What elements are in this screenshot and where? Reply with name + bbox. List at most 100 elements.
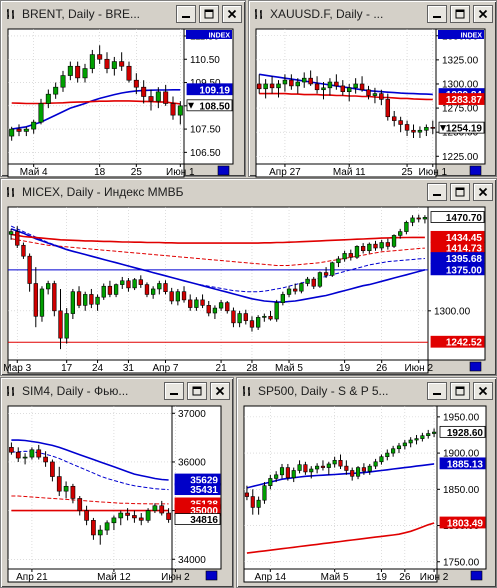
candle-body bbox=[327, 81, 333, 89]
time-label: 24 bbox=[92, 363, 104, 374]
candle-body bbox=[104, 522, 110, 531]
chart-settings-icon[interactable] bbox=[205, 570, 218, 581]
candle bbox=[262, 482, 267, 504]
price-chart[interactable]: 1300.00 Мар 3 17 24 31 Апр 7 21 28 Май 5 19 26 Июн … bbox=[1, 179, 488, 374]
micex-chart-window[interactable]: MICEX, Daily - Индекс ММВБ 1300.00 Мар 3 17… bbox=[0, 178, 497, 376]
candle-body bbox=[417, 129, 423, 133]
close-button[interactable] bbox=[473, 5, 493, 23]
price-chart[interactable]: 37000 36000 35000 34000 Апр 21 Май 12 Июн 2 356… bbox=[1, 378, 224, 583]
candle-body bbox=[83, 294, 88, 306]
brent-chart-window[interactable]: BRENT, Daily - BRE...111.50110.50109.501… bbox=[0, 0, 246, 178]
candle-body bbox=[346, 87, 352, 92]
candle-body bbox=[385, 452, 390, 458]
minimize-button[interactable] bbox=[176, 5, 196, 23]
candle-body bbox=[360, 246, 366, 252]
price-tag bbox=[174, 483, 221, 496]
time-label: Май 4 bbox=[20, 167, 48, 178]
candle bbox=[286, 286, 292, 298]
candle bbox=[52, 280, 57, 317]
minimize-button[interactable] bbox=[427, 5, 447, 23]
candle-body bbox=[391, 448, 396, 454]
candle bbox=[166, 508, 171, 523]
candle-body bbox=[67, 65, 73, 76]
candle-body bbox=[373, 461, 378, 467]
close-button[interactable] bbox=[222, 5, 242, 23]
window-title: XAUUSD.F, Daily - ... bbox=[270, 7, 384, 21]
close-button[interactable] bbox=[473, 183, 493, 201]
candle-body bbox=[23, 128, 29, 132]
chart-settings-icon[interactable] bbox=[469, 361, 482, 372]
price-tag-label: 35431 bbox=[190, 485, 218, 496]
candle bbox=[138, 275, 143, 288]
candle-body bbox=[308, 77, 313, 85]
candle-body bbox=[262, 315, 267, 318]
maximize-button[interactable] bbox=[450, 5, 470, 23]
candle bbox=[385, 93, 391, 121]
candle bbox=[212, 305, 218, 320]
price-tag-label: 35000 bbox=[190, 506, 218, 517]
candle-body bbox=[342, 253, 347, 260]
candle-body bbox=[291, 470, 296, 479]
candle bbox=[163, 84, 169, 106]
sim4-chart-window[interactable]: SIM4, Daily - Фью... 37000 36000 35000 34000… bbox=[0, 377, 234, 588]
candle bbox=[36, 444, 42, 460]
xauusd-chart-window[interactable]: XAUUSD.F, Daily - ...1350.001325.001300.… bbox=[248, 0, 497, 178]
price-tag-label: 34816 bbox=[190, 515, 218, 526]
close-button[interactable] bbox=[473, 382, 493, 400]
candle bbox=[305, 276, 310, 287]
chart-settings-icon[interactable] bbox=[469, 165, 482, 176]
candle bbox=[132, 510, 137, 523]
candle-body bbox=[101, 285, 106, 298]
minimize-button[interactable] bbox=[164, 382, 184, 400]
maximize-button[interactable] bbox=[187, 382, 207, 400]
window-title: MICEX, Daily - Индекс ММВБ bbox=[22, 185, 184, 199]
candle bbox=[95, 294, 100, 311]
candle-body bbox=[244, 492, 249, 497]
minimize-button[interactable] bbox=[427, 382, 447, 400]
maximize-button[interactable] bbox=[450, 382, 470, 400]
candle-body bbox=[166, 512, 171, 520]
candle bbox=[132, 278, 137, 291]
candle-body bbox=[326, 463, 331, 468]
price-chart[interactable]: 1350.001325.001300.001275.001250.001225.… bbox=[249, 1, 488, 178]
candle bbox=[175, 288, 181, 306]
maximize-button[interactable] bbox=[450, 183, 470, 201]
price-tag-label: 1242.52 bbox=[446, 338, 483, 349]
candle bbox=[91, 517, 96, 540]
candle-body bbox=[336, 258, 341, 264]
chart-settings-icon[interactable] bbox=[217, 165, 230, 176]
time-label: Июн 1 bbox=[419, 167, 448, 178]
price-label: 110.50 bbox=[190, 55, 220, 66]
price-label: 37000 bbox=[178, 409, 206, 420]
chart-settings-icon[interactable] bbox=[470, 570, 483, 581]
plot-area bbox=[243, 405, 438, 570]
minimize-button[interactable] bbox=[427, 183, 447, 201]
time-label: Май 5 bbox=[275, 363, 303, 374]
maximize-button[interactable] bbox=[199, 5, 219, 23]
candle bbox=[263, 79, 268, 99]
candle-body bbox=[250, 496, 255, 508]
moving-average-red-dashed bbox=[11, 238, 425, 266]
price-chart[interactable]: 111.50110.50109.50108.50107.50106.50Май … bbox=[1, 1, 236, 178]
price-tag bbox=[438, 93, 485, 105]
candle-body bbox=[355, 467, 361, 477]
time-label: Май 11 bbox=[333, 167, 366, 178]
price-tag-label: 1928.60 bbox=[447, 428, 484, 439]
candle bbox=[279, 463, 285, 479]
time-label: 25 bbox=[131, 167, 143, 178]
candle-body bbox=[404, 124, 410, 131]
moving-average-blue bbox=[11, 89, 181, 130]
candle bbox=[373, 240, 378, 251]
candle-body bbox=[385, 242, 391, 247]
candle-body bbox=[321, 87, 326, 91]
index-badge bbox=[438, 30, 484, 39]
candle-body bbox=[170, 103, 176, 116]
candle bbox=[289, 74, 294, 90]
price-axis bbox=[183, 28, 234, 165]
close-button[interactable] bbox=[210, 382, 230, 400]
candle-body bbox=[274, 474, 279, 479]
sp500-chart-window[interactable]: SP500, Daily - S & P 5... 1950.00 1900.00 1… bbox=[236, 377, 497, 588]
price-label: 1750.00 bbox=[443, 557, 480, 568]
minimize-icon bbox=[432, 9, 442, 19]
